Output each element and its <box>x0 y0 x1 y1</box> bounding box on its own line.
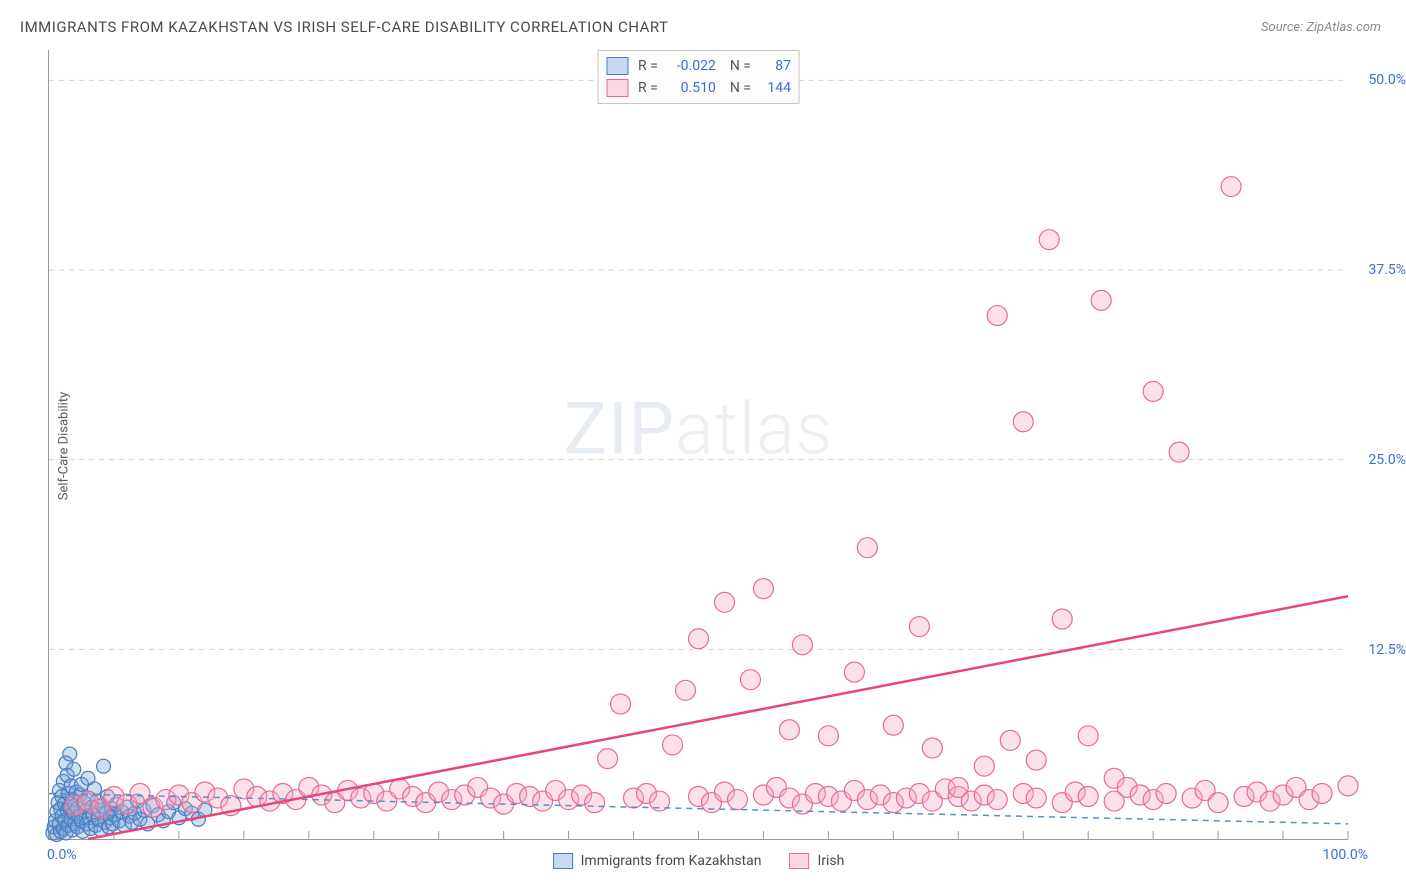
scatter-point <box>1039 230 1059 250</box>
legend-label-pink: Irish <box>817 853 844 869</box>
legend-swatch-blue <box>606 57 628 75</box>
scatter-point <box>987 306 1007 326</box>
y-tick-label: 50.0% <box>1368 72 1406 88</box>
legend-r-label: R = <box>638 58 658 74</box>
scatter-point <box>753 579 773 599</box>
scatter-point <box>974 756 994 776</box>
scatter-point <box>987 790 1007 810</box>
legend-r-label: R = <box>638 80 658 96</box>
scatter-point <box>1221 177 1241 197</box>
scatter-point <box>1143 381 1163 401</box>
scatter-point <box>714 592 734 612</box>
scatter-point <box>857 538 877 558</box>
scatter-point <box>1169 442 1189 462</box>
legend-n-label: N = <box>730 58 751 74</box>
scatter-point <box>922 738 942 758</box>
scatter-point <box>1312 783 1332 803</box>
scatter-point <box>1091 290 1111 310</box>
scatter-point <box>909 617 929 637</box>
scatter-point <box>63 747 77 761</box>
legend-swatch-icon <box>553 853 573 869</box>
scatter-point <box>1000 730 1020 750</box>
scatter-point <box>676 680 696 700</box>
scatter-point <box>97 759 111 773</box>
scatter-point <box>611 694 631 714</box>
scatter-point <box>1156 783 1176 803</box>
scatter-point <box>1208 793 1228 813</box>
scatter-point <box>1078 726 1098 746</box>
scatter-point <box>689 629 709 649</box>
scatter-point <box>585 793 605 813</box>
legend-item-blue: Immigrants from Kazakhstan <box>553 853 762 869</box>
legend-n-label: N = <box>730 80 751 96</box>
y-tick-label: 12.5% <box>1368 642 1406 658</box>
legend-row-pink: R = 0.510 N = 144 <box>606 77 791 99</box>
scatter-point <box>1026 750 1046 770</box>
series-legend: Immigrants from Kazakhstan Irish <box>553 853 845 869</box>
scatter-point <box>818 726 838 746</box>
scatter-point <box>779 720 799 740</box>
chart-svg <box>49 50 1348 839</box>
scatter-point <box>792 635 812 655</box>
source-attribution: Source: ZipAtlas.com <box>1261 20 1381 35</box>
legend-n-value-pink: 144 <box>755 80 791 96</box>
scatter-point <box>663 735 683 755</box>
scatter-point <box>1052 609 1072 629</box>
scatter-point <box>1013 412 1033 432</box>
scatter-point <box>1338 776 1358 796</box>
legend-r-value-pink: 0.510 <box>662 80 716 96</box>
correlation-legend: R = -0.022 N = 87 R = 0.510 N = 144 <box>597 50 800 104</box>
chart-title: IMMIGRANTS FROM KAZAKHSTAN VS IRISH SELF… <box>20 18 668 36</box>
scatter-point <box>67 762 81 776</box>
scatter-point <box>598 749 618 769</box>
scatter-point <box>844 662 864 682</box>
y-tick-label: 25.0% <box>1368 452 1406 468</box>
scatter-point <box>1078 787 1098 807</box>
scatter-point <box>727 790 747 810</box>
x-min-label: 0.0% <box>47 847 77 863</box>
legend-row-blue: R = -0.022 N = 87 <box>606 55 791 77</box>
scatter-point <box>740 670 760 690</box>
legend-n-value-blue: 87 <box>755 58 791 74</box>
legend-swatch-icon <box>789 853 809 869</box>
legend-label-blue: Immigrants from Kazakhstan <box>581 853 762 869</box>
legend-item-pink: Irish <box>789 853 844 869</box>
legend-swatch-pink <box>606 79 628 97</box>
x-max-label: 100.0% <box>1323 847 1368 863</box>
scatter-point <box>1026 788 1046 808</box>
y-tick-label: 37.5% <box>1368 262 1406 278</box>
legend-r-value-blue: -0.022 <box>662 58 716 74</box>
chart-plot-area: ZIPatlas 12.5%25.0%37.5%50.0% 0.0% 100.0… <box>48 50 1348 840</box>
scatter-point <box>883 715 903 735</box>
